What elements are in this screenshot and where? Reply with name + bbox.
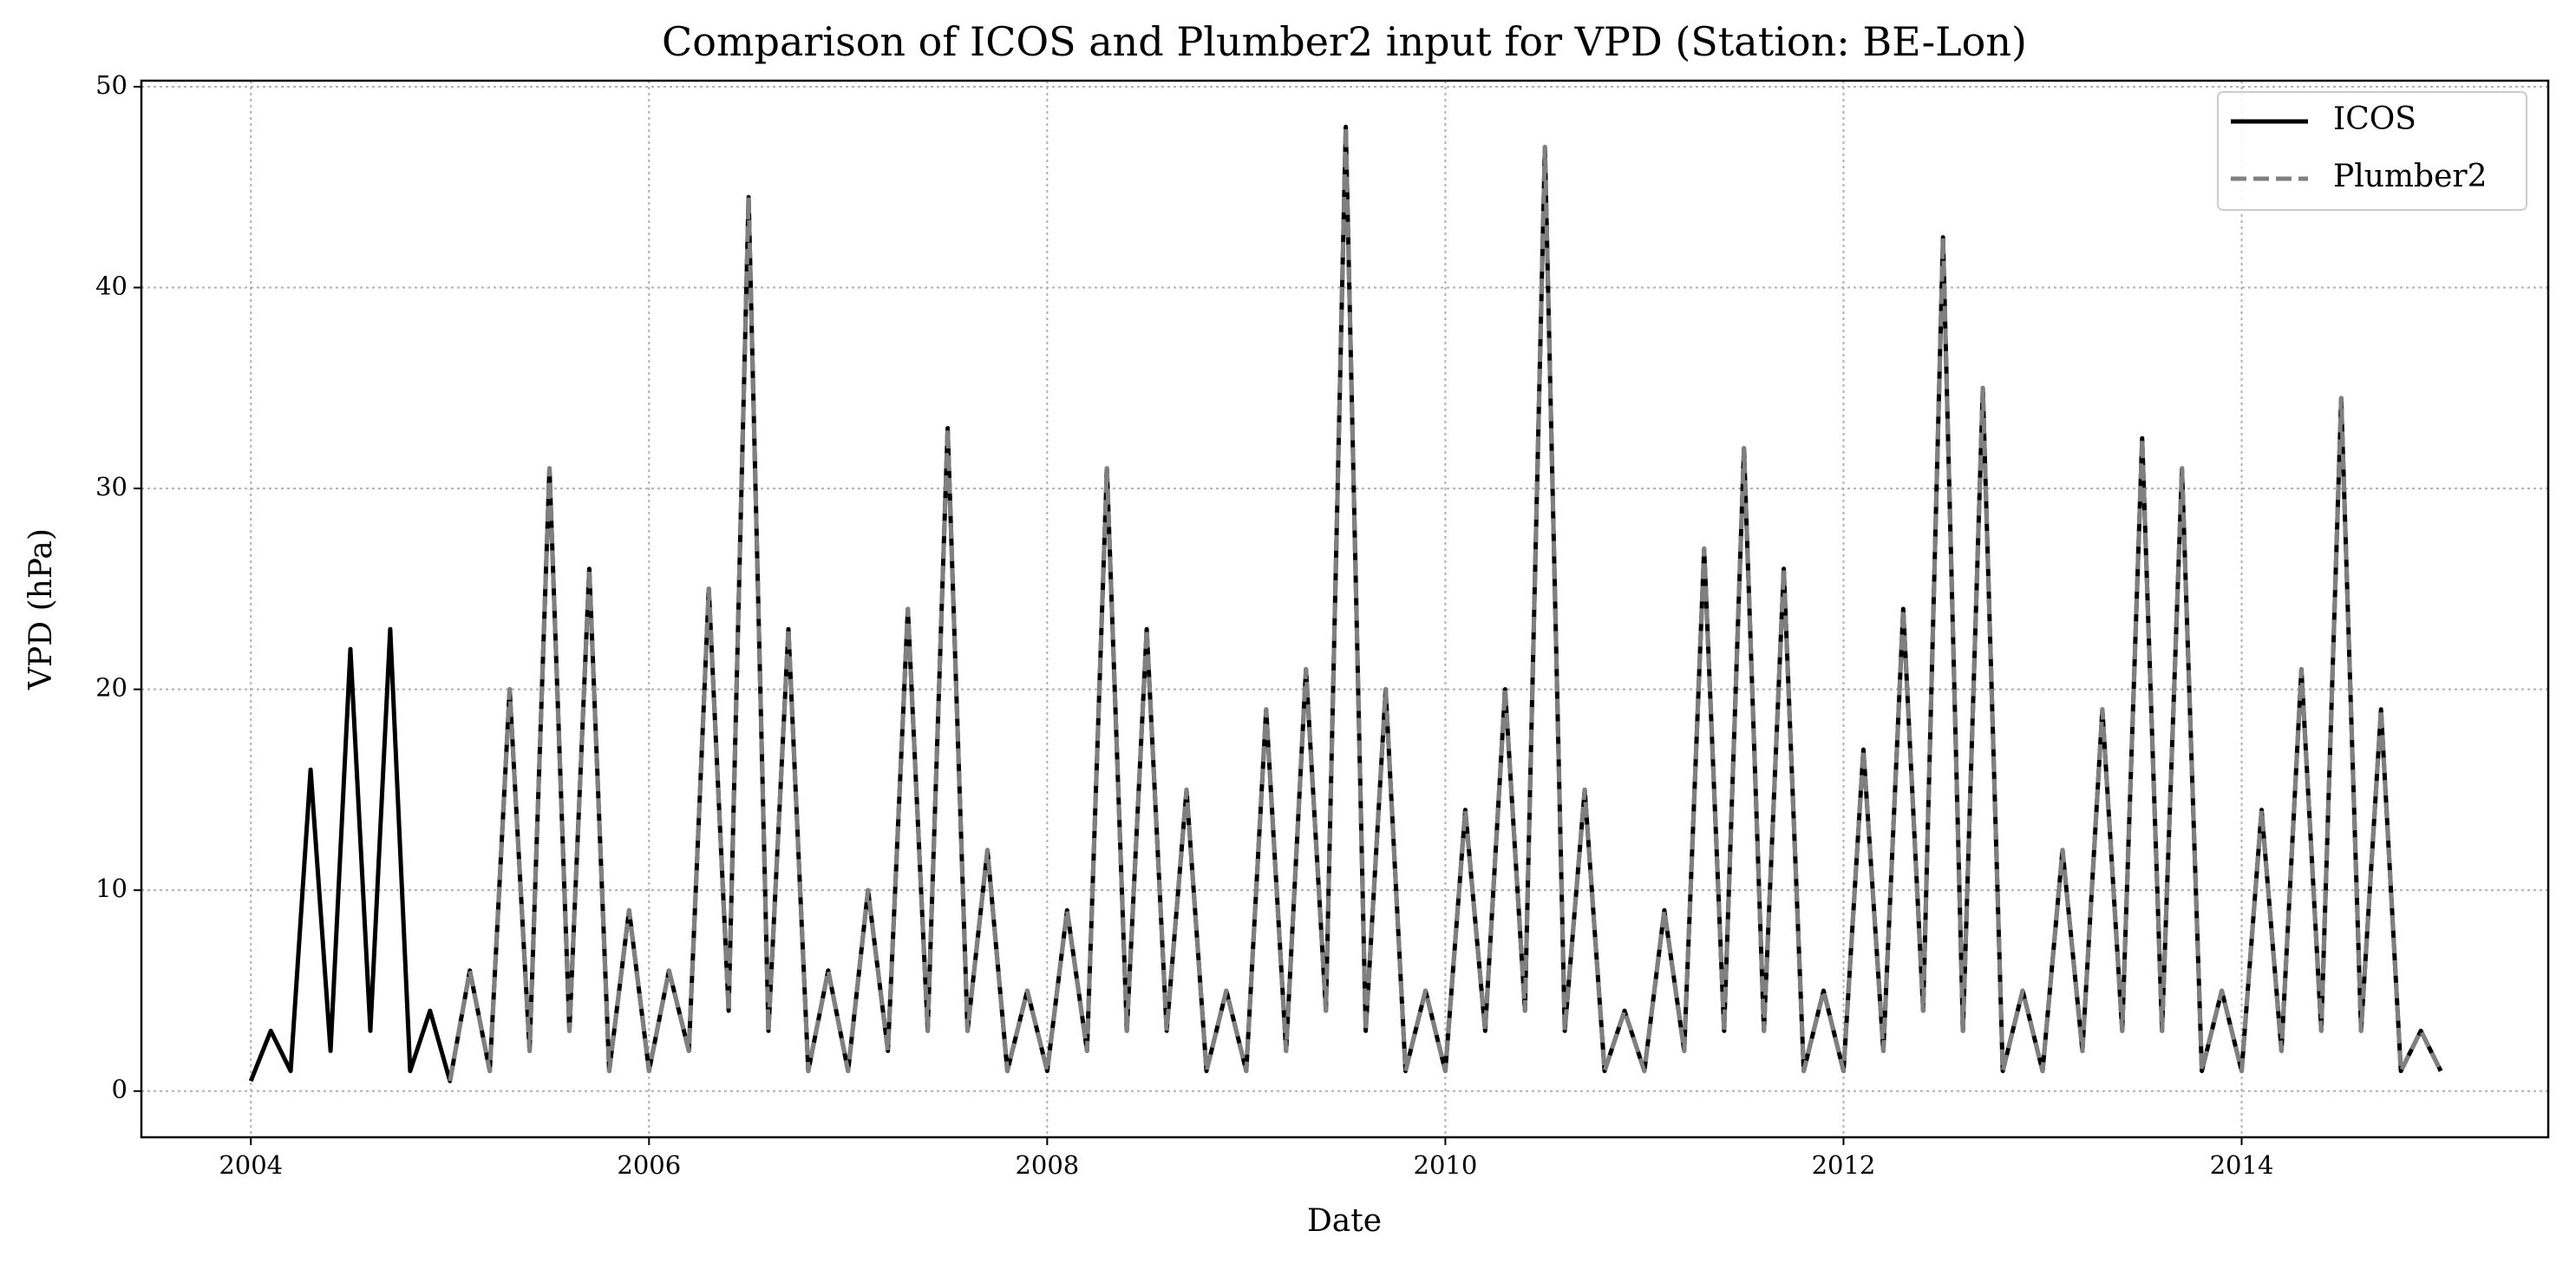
y-tick-label: 10	[95, 874, 127, 903]
x-tick-label: 2008	[1015, 1150, 1079, 1180]
y-axis-label: VPD (hPa)	[23, 528, 59, 691]
y-tick-label: 50	[95, 70, 127, 100]
plot-frame	[140, 79, 2550, 1139]
x-axis-label: Date	[1307, 1203, 1382, 1239]
legend-label: Plumber2	[2333, 159, 2488, 194]
x-tick-label: 2006	[617, 1150, 681, 1180]
y-tick-label: 30	[95, 472, 127, 501]
series-line	[448, 124, 2443, 1082]
y-tick-label: 40	[95, 272, 127, 301]
x-tick-label: 2004	[219, 1150, 283, 1180]
chart-title: Comparison of ICOS and Plumber2 input fo…	[662, 18, 2027, 65]
legend-label: ICOS	[2333, 101, 2416, 137]
y-tick-label: 20	[95, 673, 127, 703]
x-tick-label: 2014	[2210, 1150, 2274, 1180]
x-tick-label: 2010	[1414, 1150, 1478, 1180]
x-tick-label: 2012	[1812, 1150, 1876, 1180]
y-tick-label: 0	[112, 1075, 127, 1104]
